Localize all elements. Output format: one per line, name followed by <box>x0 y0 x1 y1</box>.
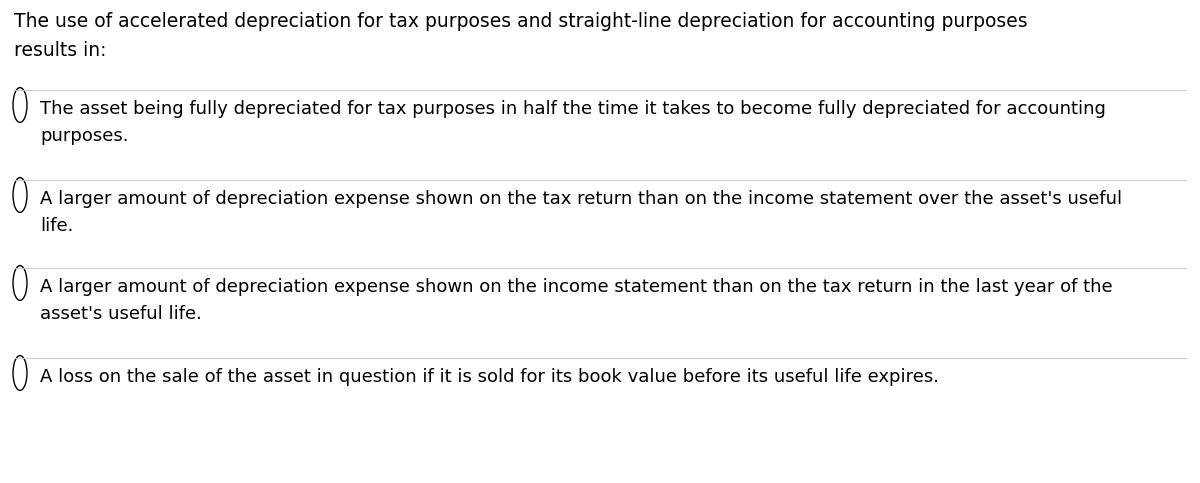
Text: A larger amount of depreciation expense shown on the income statement than on th: A larger amount of depreciation expense … <box>40 278 1112 323</box>
Text: The asset being fully depreciated for tax purposes in half the time it takes to : The asset being fully depreciated for ta… <box>40 100 1106 145</box>
Text: A larger amount of depreciation expense shown on the tax return than on the inco: A larger amount of depreciation expense … <box>40 190 1122 235</box>
Text: The use of accelerated depreciation for tax purposes and straight-line depreciat: The use of accelerated depreciation for … <box>14 12 1027 60</box>
Text: A loss on the sale of the asset in question if it is sold for its book value bef: A loss on the sale of the asset in quest… <box>40 368 940 386</box>
